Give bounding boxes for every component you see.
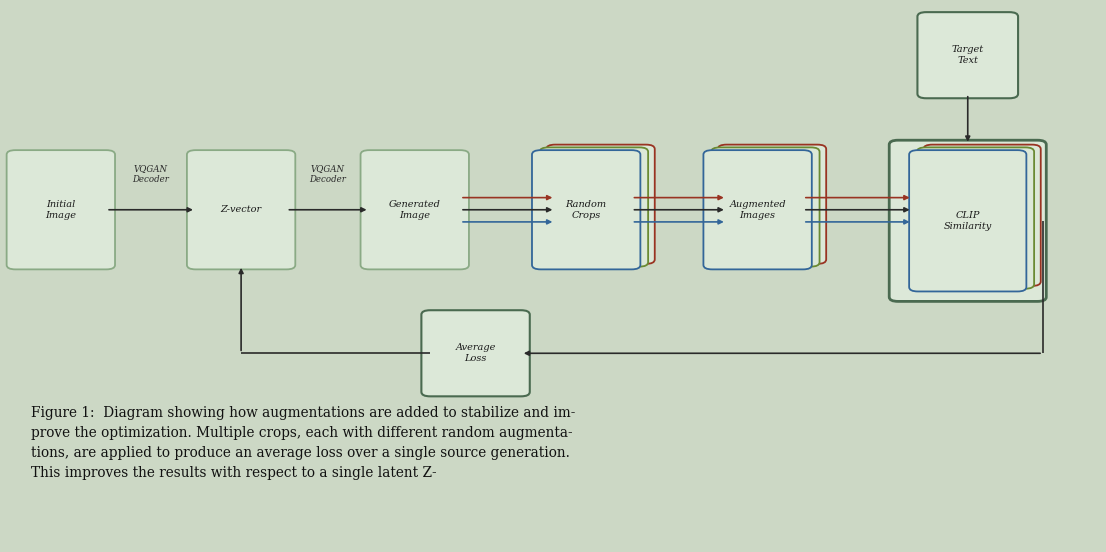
Text: Random
Crops: Random Crops [565,200,607,220]
FancyBboxPatch shape [532,150,640,269]
FancyBboxPatch shape [546,145,655,264]
FancyBboxPatch shape [361,150,469,269]
FancyBboxPatch shape [421,310,530,396]
Text: CLIP
Similarity: CLIP Similarity [943,211,992,231]
Text: Augmented
Images: Augmented Images [729,200,786,220]
FancyBboxPatch shape [924,145,1041,286]
FancyBboxPatch shape [918,12,1018,98]
FancyBboxPatch shape [909,150,1026,291]
Text: Target
Text: Target Text [951,45,984,65]
Text: Average
Loss: Average Loss [456,343,495,363]
FancyBboxPatch shape [703,150,812,269]
FancyBboxPatch shape [718,145,826,264]
FancyBboxPatch shape [889,140,1046,301]
Text: VQGAN
Decoder: VQGAN Decoder [310,164,346,184]
FancyBboxPatch shape [917,147,1034,289]
Text: VQGAN
Decoder: VQGAN Decoder [133,164,169,184]
FancyBboxPatch shape [7,150,115,269]
Text: Initial
Image: Initial Image [45,200,76,220]
Text: Z-vector: Z-vector [220,205,262,214]
FancyBboxPatch shape [711,147,820,267]
Text: Figure 1:  Diagram showing how augmentations are added to stabilize and im-
prov: Figure 1: Diagram showing how augmentati… [31,406,575,480]
Text: Generated
Image: Generated Image [389,200,440,220]
FancyBboxPatch shape [540,147,648,267]
FancyBboxPatch shape [187,150,295,269]
